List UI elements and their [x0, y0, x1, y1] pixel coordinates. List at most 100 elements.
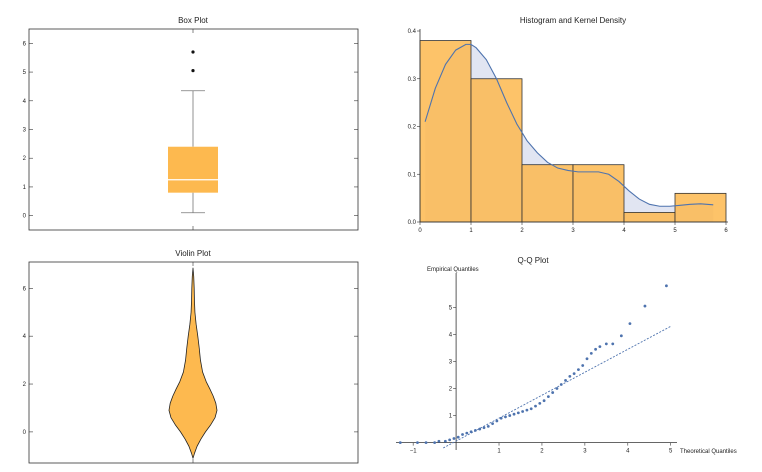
- qq-x-tick-label: −1: [410, 449, 418, 455]
- qq-point: [469, 430, 473, 434]
- qq-x-tick-label: 2: [540, 449, 544, 455]
- hist-x-tick-label: 3: [571, 228, 575, 234]
- qq-point: [416, 441, 419, 444]
- qq-point: [585, 357, 589, 361]
- histogram-bar: [623, 212, 676, 223]
- qq-point: [534, 404, 537, 408]
- qq-point: [486, 424, 490, 428]
- qq-point: [628, 322, 632, 326]
- qq-point: [589, 351, 593, 355]
- violin-y-tick-label: 6: [23, 286, 27, 292]
- qq-point: [594, 347, 597, 351]
- qq-x-tick-label: 5: [669, 449, 673, 455]
- violin-y-tick-label: 0: [23, 430, 27, 436]
- qq-point: [568, 374, 572, 378]
- qq-point: [598, 345, 602, 349]
- qq-point: [516, 411, 520, 415]
- density-curve: [424, 43, 714, 207]
- qq-point: [542, 399, 546, 403]
- violin-plot-panel: Violin Plot 0 2 4 6: [23, 249, 359, 464]
- hist-y-tick-label: 0.2: [408, 125, 417, 131]
- violin-shape: [168, 267, 218, 459]
- qq-plot-title: Q-Q Plot: [517, 256, 549, 265]
- qq-point: [555, 387, 559, 390]
- qq-x-tick-label: 3: [583, 449, 587, 455]
- qq-point: [577, 368, 580, 372]
- histogram-title: Histogram and Kernel Density: [520, 16, 626, 25]
- histogram-bar: [521, 164, 574, 223]
- qq-point: [512, 412, 516, 416]
- qq-point: [564, 379, 567, 382]
- histogram-bar: [674, 192, 727, 223]
- qq-point: [495, 419, 499, 423]
- violin-plot-title: Violin Plot: [175, 249, 211, 258]
- box-plot-panel: Box Plot 0 1 2 3 4 5 6: [23, 16, 359, 231]
- qq-point: [546, 395, 550, 399]
- qq-y-tick-label: 5: [449, 305, 453, 311]
- histogram-bar: [419, 40, 472, 223]
- hist-x-tick-label: 5: [673, 228, 677, 234]
- qq-point: [482, 426, 486, 430]
- qq-x-axis-label: Theoretical Quantiles: [680, 449, 737, 455]
- qq-point: [456, 435, 460, 439]
- histogram-bar: [470, 78, 523, 223]
- qq-point: [529, 407, 533, 411]
- qq-point: [398, 441, 402, 444]
- qq-y-tick-label: 3: [449, 360, 453, 366]
- qq-plot-area: −1 1 2 3 4 5 1 2 3 4 5: [396, 273, 677, 455]
- qq-point: [581, 364, 585, 367]
- qq-point: [465, 431, 469, 435]
- hist-x-tick-label: 1: [469, 228, 473, 234]
- qq-point: [619, 334, 623, 338]
- hist-y-tick-label: 0.3: [408, 77, 417, 83]
- qq-point: [461, 433, 464, 436]
- qq-y-tick-label: 2: [449, 387, 453, 393]
- qq-reference-line: [443, 325, 671, 449]
- qq-point: [521, 410, 525, 413]
- hist-x-tick-label: 6: [724, 228, 728, 234]
- qq-point: [538, 401, 542, 405]
- box-y-tick-label: 6: [23, 41, 27, 47]
- box-y-tick-label: 0: [23, 214, 27, 220]
- box-y-tick-label: 3: [23, 128, 27, 134]
- violin-y-tick-label: 4: [23, 334, 27, 340]
- violin-plot-frame: [28, 261, 359, 464]
- qq-point: [448, 438, 452, 442]
- hist-x-tick-label: 0: [418, 228, 422, 234]
- qq-point: [424, 441, 428, 444]
- histogram-bar: [572, 164, 625, 223]
- qq-point: [504, 415, 507, 419]
- box-y-tick-label: 1: [23, 185, 27, 191]
- qq-point: [525, 408, 529, 412]
- hist-y-tick-label: 0.0: [408, 220, 417, 226]
- qq-point: [437, 439, 441, 443]
- violin-y-tick-label: 2: [23, 382, 27, 388]
- box-outlier: [191, 69, 195, 73]
- histogram-area: 0 1 2 3 4 5 6 0.0 0.1 0.2 0.3 0.4: [408, 29, 728, 234]
- qq-x-tick-label: 4: [626, 449, 630, 455]
- box-y-tick-label: 4: [23, 99, 27, 105]
- hist-y-tick-label: 0.1: [408, 172, 417, 178]
- box-y-tick-label: 5: [23, 70, 27, 76]
- box-plot-frame: [28, 28, 359, 231]
- qq-y-axis-label: Empirical Quantiles: [427, 267, 479, 273]
- qq-point: [433, 441, 437, 444]
- qq-plot-panel: Q-Q Plot Empirical Quantiles Theoretical…: [396, 256, 737, 455]
- box-plot-title: Box Plot: [178, 16, 209, 25]
- box-outlier: [191, 50, 195, 54]
- qq-point: [474, 429, 477, 432]
- qq-point: [551, 391, 555, 394]
- qq-point: [572, 372, 576, 376]
- histogram-panel: Histogram and Kernel Density 0 1 2 3 4 5 60.00…: [408, 16, 729, 234]
- qq-y-tick-label: 1: [449, 414, 453, 420]
- box-y-tick-label: 2: [23, 156, 27, 162]
- qq-point: [508, 414, 512, 417]
- qq-point: [478, 427, 482, 431]
- qq-point: [443, 439, 447, 443]
- qq-point: [604, 342, 608, 346]
- box-iqr: [168, 146, 218, 193]
- qq-point: [643, 304, 647, 308]
- qq-y-tick-label: 4: [449, 332, 453, 338]
- violin-plot-area: 0 2 4 6: [23, 262, 358, 463]
